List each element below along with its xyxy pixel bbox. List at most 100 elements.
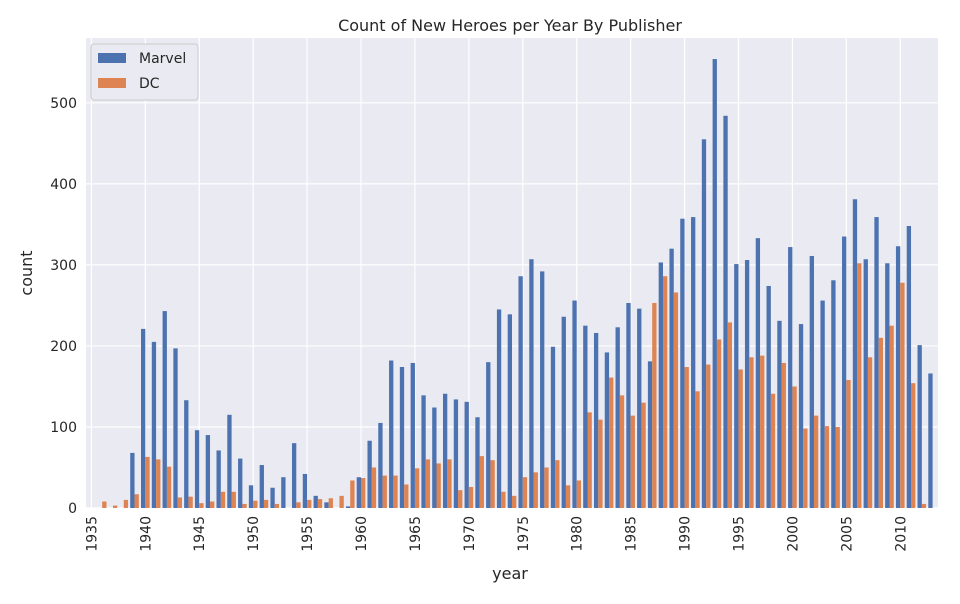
bar-dc-2011 bbox=[911, 383, 916, 508]
bar-dc-1950 bbox=[253, 500, 258, 508]
x-tick-label: 1945 bbox=[192, 516, 208, 552]
bar-dc-1983 bbox=[609, 377, 614, 508]
bar-dc-1982 bbox=[598, 419, 603, 508]
bar-marvel-1963 bbox=[389, 360, 394, 508]
bar-dc-1994 bbox=[727, 322, 733, 508]
bar-marvel-1969 bbox=[453, 399, 459, 508]
y-axis-ticks: 0 100 200 300 400 500 bbox=[50, 96, 77, 517]
bar-marvel-2001 bbox=[798, 324, 804, 508]
bar-dc-1975 bbox=[522, 477, 528, 508]
bar-marvel-2004 bbox=[831, 280, 836, 508]
bar-marvel-1991 bbox=[691, 217, 696, 508]
bar-dc-2007 bbox=[867, 357, 873, 508]
bar-marvel-1959 bbox=[345, 506, 351, 508]
x-tick-label: 1940 bbox=[138, 516, 154, 552]
bar-dc-1973 bbox=[501, 491, 506, 508]
bar-marvel-1949 bbox=[238, 458, 243, 508]
bar-dc-1954 bbox=[296, 502, 301, 508]
bar-marvel-2003 bbox=[820, 300, 825, 508]
bar-marvel-1987 bbox=[647, 361, 653, 508]
bar-marvel-1970 bbox=[464, 401, 469, 508]
bar-dc-1951 bbox=[263, 499, 269, 508]
bar-dc-1979 bbox=[565, 485, 571, 508]
bar-dc-1987 bbox=[652, 302, 657, 508]
bar-dc-1938 bbox=[123, 499, 129, 508]
bar-marvel-1975 bbox=[518, 276, 523, 508]
bar-marvel-1948 bbox=[227, 414, 232, 508]
bar-marvel-1961 bbox=[367, 440, 372, 508]
bar-marvel-1967 bbox=[432, 407, 437, 508]
bar-dc-2000 bbox=[792, 386, 797, 508]
bar-marvel-2010 bbox=[895, 246, 901, 509]
bar-dc-1943 bbox=[177, 497, 182, 508]
bar-marvel-1995 bbox=[734, 264, 739, 508]
bar-marvel-1939 bbox=[130, 452, 135, 508]
bar-marvel-2011 bbox=[906, 226, 912, 508]
bar-marvel-1992 bbox=[701, 139, 707, 509]
bar-dc-1989 bbox=[673, 292, 679, 508]
bar-dc-1972 bbox=[490, 460, 495, 508]
x-tick-label: 1970 bbox=[462, 516, 478, 552]
bar-marvel-1999 bbox=[777, 320, 782, 508]
bar-marvel-1942 bbox=[162, 311, 167, 508]
legend: Marvel DC bbox=[90, 43, 199, 101]
bar-dc-2002 bbox=[813, 415, 819, 508]
bar-marvel-1971 bbox=[475, 417, 480, 508]
bar-dc-1956 bbox=[317, 499, 323, 508]
x-tick-label: 1995 bbox=[731, 516, 747, 552]
bar-dc-1995 bbox=[738, 369, 743, 508]
bar-dc-1960 bbox=[361, 478, 366, 508]
x-tick-label: 1965 bbox=[408, 516, 424, 552]
bar-marvel-1998 bbox=[766, 285, 771, 508]
bar-dc-1992 bbox=[706, 364, 711, 508]
bar-marvel-2000 bbox=[788, 247, 793, 508]
x-tick-label: 1990 bbox=[678, 516, 694, 552]
bar-marvel-1946 bbox=[205, 435, 211, 508]
bar-dc-1998 bbox=[770, 393, 776, 508]
bar-marvel-1978 bbox=[550, 346, 556, 508]
x-tick-label: 1980 bbox=[570, 516, 586, 552]
bar-dc-1946 bbox=[210, 501, 215, 508]
x-tick-label: 2000 bbox=[785, 516, 801, 552]
bar-marvel-1993 bbox=[712, 59, 717, 508]
y-tick-label: 200 bbox=[50, 339, 77, 355]
bar-dc-1999 bbox=[781, 362, 786, 508]
bar-dc-1971 bbox=[479, 456, 484, 508]
x-tick-label: 1985 bbox=[624, 516, 640, 552]
bar-dc-1963 bbox=[393, 475, 398, 508]
bar-dc-1961 bbox=[371, 467, 377, 508]
bar-dc-2008 bbox=[878, 337, 883, 508]
bar-marvel-2006 bbox=[852, 199, 858, 509]
bar-marvel-2012 bbox=[917, 345, 922, 508]
bar-marvel-1977 bbox=[540, 271, 545, 508]
bar-dc-1952 bbox=[274, 503, 280, 508]
bar-marvel-1972 bbox=[486, 362, 491, 508]
y-tick-label: 0 bbox=[68, 501, 77, 517]
bar-dc-1990 bbox=[684, 367, 689, 508]
bar-marvel-1990 bbox=[680, 218, 685, 508]
bar-dc-1976 bbox=[533, 472, 538, 508]
bar-dc-2006 bbox=[857, 263, 862, 508]
bar-dc-1969 bbox=[458, 490, 463, 508]
chart-title: Count of New Heroes per Year By Publishe… bbox=[338, 16, 682, 35]
legend-swatch-marvel bbox=[98, 53, 126, 63]
bar-marvel-1945 bbox=[194, 430, 200, 508]
bar-marvel-1984 bbox=[615, 327, 620, 508]
bar-dc-1941 bbox=[156, 459, 161, 508]
bar-marvel-1953 bbox=[281, 477, 286, 508]
bar-marvel-2002 bbox=[809, 255, 814, 508]
bar-dc-1945 bbox=[199, 503, 204, 508]
x-axis-ticks: 1935 1940 1945 1950 1955 1960 1965 1970 1975 1980… bbox=[84, 516, 909, 552]
bar-dc-1947 bbox=[220, 491, 226, 508]
bar-dc-1980 bbox=[576, 480, 582, 508]
y-tick-label: 300 bbox=[50, 258, 77, 274]
bar-dc-1949 bbox=[242, 503, 247, 508]
bar-marvel-1966 bbox=[421, 395, 426, 508]
bar-dc-1948 bbox=[231, 491, 236, 508]
bar-dc-1940 bbox=[145, 456, 150, 508]
bar-marvel-1989 bbox=[669, 248, 674, 509]
bar-dc-1985 bbox=[630, 415, 635, 508]
bar-marvel-1986 bbox=[637, 308, 642, 508]
bar-dc-1997 bbox=[760, 355, 765, 508]
